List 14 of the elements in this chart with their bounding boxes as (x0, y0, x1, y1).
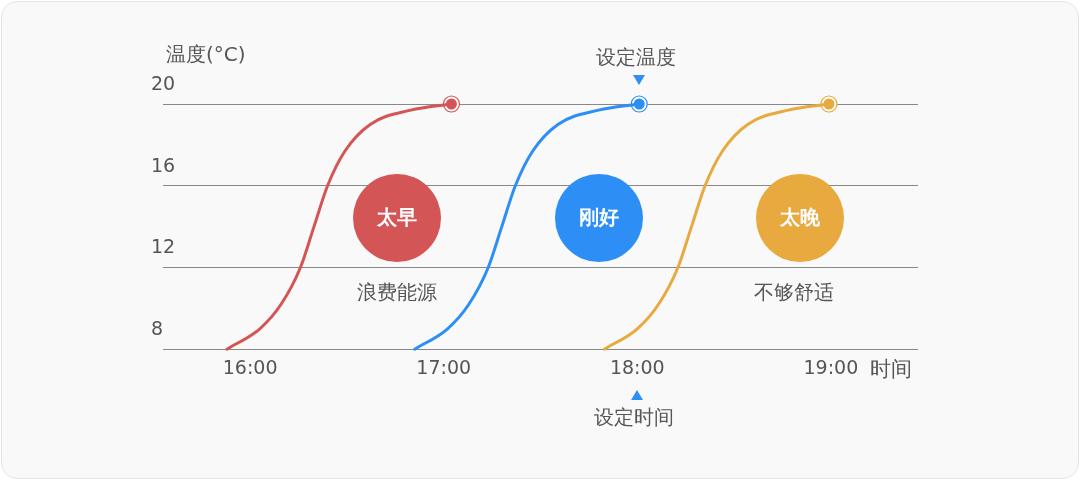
y-tick-label: 20 (151, 71, 176, 94)
y-tick-label: 12 (151, 235, 176, 258)
annotation: 不够舒适 (754, 279, 835, 304)
y-tick-label: 16 (151, 153, 176, 176)
x-tick-label: 19:00 (803, 355, 859, 378)
annotation: 浪费能源 (357, 279, 438, 304)
y-tick-label: 8 (151, 317, 164, 340)
text: 设定时间 (594, 405, 675, 430)
x-axis-title: 时间 (870, 357, 912, 382)
y-axis-title: 温度(°C) (166, 42, 246, 66)
x-tick-label: 17:00 (416, 355, 472, 378)
x-tick-label: 18:00 (609, 355, 665, 378)
x-tick-label: 16:00 (222, 355, 278, 378)
annotation: 设定温度 (596, 45, 677, 69)
